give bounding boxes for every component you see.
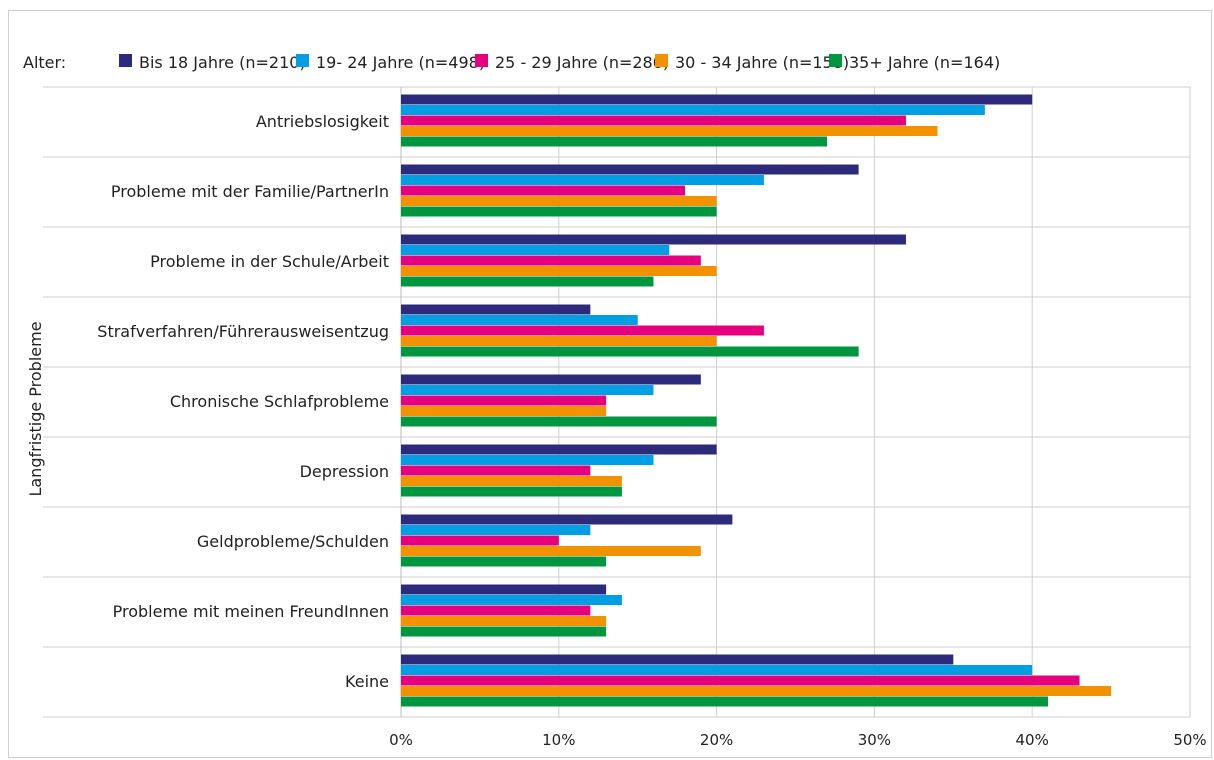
bar bbox=[401, 374, 701, 385]
legend-swatch bbox=[119, 54, 132, 67]
x-tick-label: 10% bbox=[542, 731, 575, 749]
bar bbox=[401, 245, 670, 255]
category-label: Geldprobleme/Schulden bbox=[197, 532, 389, 551]
bar bbox=[401, 486, 622, 497]
bar bbox=[401, 196, 717, 206]
bar bbox=[401, 385, 654, 395]
bar bbox=[401, 665, 1033, 675]
legend: Alter: Bis 18 Jahre (n=210) 19- 24 Jahre … bbox=[23, 53, 1000, 72]
bar bbox=[401, 206, 717, 217]
bar bbox=[401, 476, 622, 486]
bar bbox=[401, 105, 985, 115]
legend-item-3: 25 - 29 Jahre (n=280) bbox=[475, 53, 669, 72]
legend-title: Alter: bbox=[23, 53, 66, 72]
x-tick-label: 50% bbox=[1173, 731, 1206, 749]
legend-swatch bbox=[655, 54, 668, 67]
category-label: Chronische Schlafprobleme bbox=[170, 392, 389, 411]
category-label: Probleme mit meinen FreundInnen bbox=[113, 602, 389, 621]
bar bbox=[401, 126, 938, 136]
bar bbox=[401, 535, 559, 546]
bar bbox=[401, 696, 1048, 707]
legend-label: 30 - 34 Jahre (n=158) bbox=[675, 53, 849, 72]
bar bbox=[401, 416, 717, 427]
category-labels: Antriebslosigkeit Probleme mit der Famili… bbox=[97, 112, 389, 691]
bar bbox=[401, 175, 764, 185]
bar bbox=[401, 234, 906, 245]
legend-label: 25 - 29 Jahre (n=280) bbox=[495, 53, 669, 72]
bar bbox=[401, 626, 607, 637]
category-label: Strafverfahren/Führerausweisentzug bbox=[97, 322, 389, 341]
x-tick-label: 30% bbox=[858, 731, 891, 749]
bar bbox=[401, 595, 622, 605]
legend-swatch bbox=[829, 54, 842, 67]
chart-frame: Alter: Bis 18 Jahre (n=210) 19- 24 Jahre … bbox=[8, 10, 1212, 758]
y-axis-label: Langfristige Probleme bbox=[26, 321, 45, 496]
bar bbox=[401, 304, 591, 315]
bar bbox=[401, 346, 859, 357]
category-label: Depression bbox=[300, 462, 389, 481]
x-tick-label: 40% bbox=[1016, 731, 1049, 749]
bar bbox=[401, 164, 859, 175]
bar bbox=[401, 255, 701, 266]
bar bbox=[401, 325, 764, 336]
gridlines bbox=[43, 86, 1191, 718]
legend-label: 35+ Jahre (n=164) bbox=[849, 53, 1000, 72]
bar bbox=[401, 185, 686, 196]
bar bbox=[401, 276, 654, 287]
bar bbox=[401, 616, 607, 626]
bar bbox=[401, 395, 607, 406]
bar bbox=[401, 556, 607, 567]
x-tick-labels: 0% 10% 20% 30% 40% 50% bbox=[389, 731, 1207, 749]
legend-item-5: 35+ Jahre (n=164) bbox=[829, 53, 1000, 72]
bar bbox=[401, 546, 701, 556]
bar bbox=[401, 525, 591, 535]
category-label: Antriebslosigkeit bbox=[256, 112, 389, 131]
bar bbox=[401, 136, 828, 147]
bar bbox=[401, 605, 591, 616]
bar bbox=[401, 514, 733, 525]
legend-label: Bis 18 Jahre (n=210) bbox=[139, 53, 306, 72]
bar bbox=[401, 336, 717, 346]
bars bbox=[401, 94, 1112, 707]
bar bbox=[401, 465, 591, 476]
category-label: Probleme mit der Familie/PartnerIn bbox=[111, 182, 389, 201]
bar bbox=[401, 686, 1112, 696]
legend-item-1: Bis 18 Jahre (n=210) bbox=[119, 53, 306, 72]
bar bbox=[401, 115, 906, 126]
bar bbox=[401, 266, 717, 276]
category-label: Probleme in der Schule/Arbeit bbox=[150, 252, 389, 271]
category-label: Keine bbox=[345, 672, 389, 691]
legend-swatch bbox=[296, 54, 309, 67]
bar bbox=[401, 94, 1033, 105]
x-tick-label: 20% bbox=[700, 731, 733, 749]
bar bbox=[401, 675, 1080, 686]
legend-swatch bbox=[475, 54, 488, 67]
bar bbox=[401, 315, 638, 325]
legend-item-2: 19- 24 Jahre (n=498) bbox=[296, 53, 485, 72]
legend-item-4: 30 - 34 Jahre (n=158) bbox=[655, 53, 849, 72]
x-tick-label: 0% bbox=[389, 731, 413, 749]
bar bbox=[401, 584, 607, 595]
bar bbox=[401, 455, 654, 465]
legend-label: 19- 24 Jahre (n=498) bbox=[316, 53, 485, 72]
bar bbox=[401, 444, 717, 455]
bar bbox=[401, 654, 954, 665]
grouped-bar-chart: Alter: Bis 18 Jahre (n=210) 19- 24 Jahre … bbox=[23, 53, 1207, 749]
bar bbox=[401, 406, 607, 416]
